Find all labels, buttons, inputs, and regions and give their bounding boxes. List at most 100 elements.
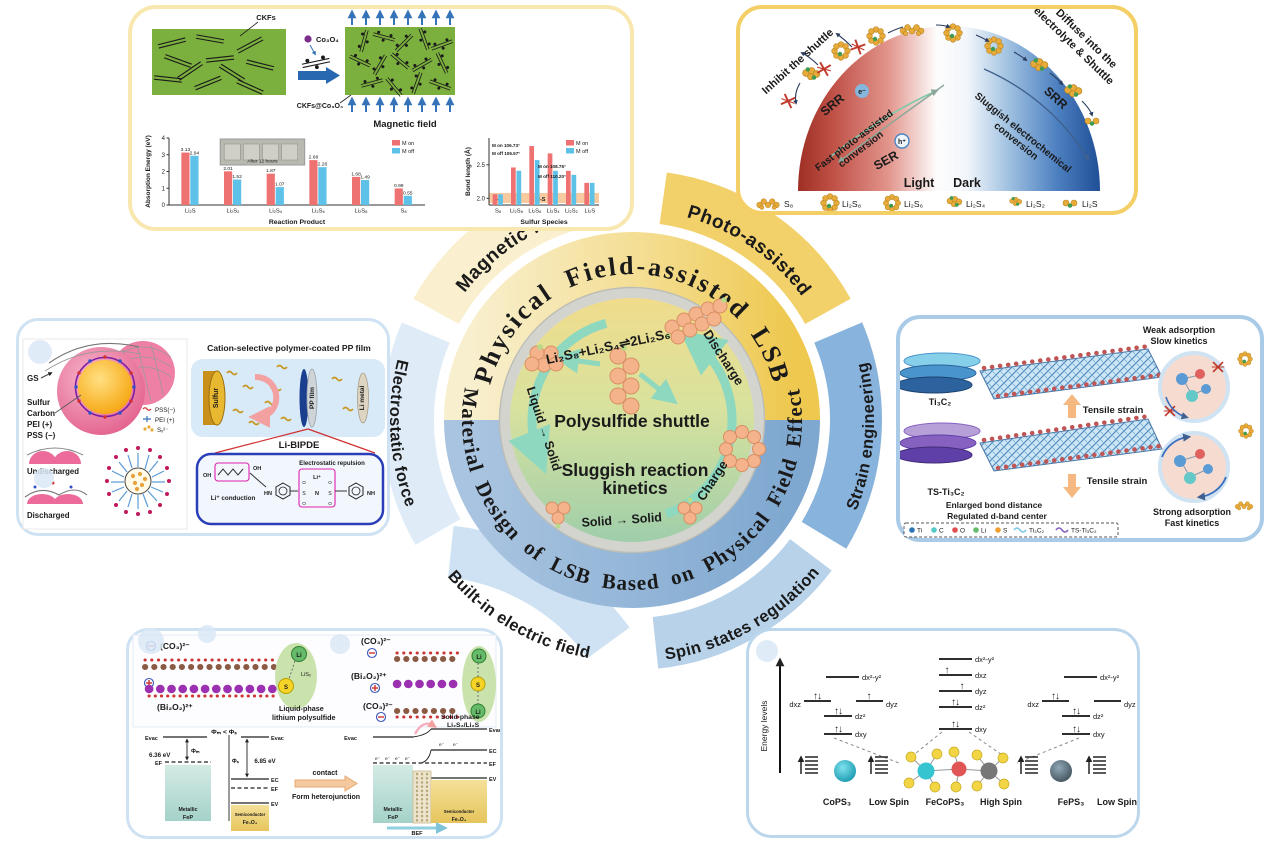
spin-diagram: Energy levels dx²-y² dxz dyz dz² dxy ↑↓ … [759, 655, 1137, 807]
feps3-electrons: ↑↓ ↑↓ ↑↓ [1051, 691, 1081, 735]
evac-label4: Evac [489, 728, 500, 734]
weak-adsorption-label: Weak adsorption [1143, 325, 1215, 335]
svg-text:After 12 hours: After 12 hours [247, 159, 278, 165]
svg-text:M off 106.57°: M off 106.57° [492, 151, 520, 156]
e-d1-dxy: ↑↓ [834, 724, 842, 735]
segment-electrostatic [382, 322, 461, 545]
magnetic-field-caption: Magnetic field [373, 119, 437, 130]
ckfs-co3o4-pointer [339, 94, 352, 104]
liquid-caption2: lithium polysulfide [272, 713, 336, 722]
o-atoms-row3 [981, 413, 1153, 443]
svg-text:Li₂S₄: Li₂S₄ [547, 209, 561, 215]
e5: e⁻ [439, 743, 445, 748]
nh-label: NH [367, 491, 375, 497]
contact-label: contact [313, 770, 339, 777]
svg-text:1.68: 1.68 [351, 171, 361, 177]
fe-sphere [1050, 760, 1072, 782]
label-pointer [54, 394, 82, 414]
semi-box1 [231, 805, 269, 831]
heterojunction-label: Form heterojunction [292, 794, 360, 801]
bond-length-chart: S-S Li-S 2.0 2.5 S₈ Li₂S₈ Li₂S₆ Li₂S₄ Li₂S₂ Li₂S M… [463, 138, 599, 226]
sulfur-label: Sulfur [27, 398, 50, 407]
light-label: Light [904, 176, 935, 190]
bef-panel: (CO₃)²⁻ (Bi₂O₂)²⁺ Li S LiSₓ Liquid-phase… [126, 628, 503, 839]
d3-dxy: dxy [1093, 730, 1105, 739]
zoom-line-left [214, 428, 309, 454]
undischarged-label: Undischarged [27, 467, 79, 476]
bef-label: BEF [412, 831, 424, 836]
legend-ti3c2: Ti₃C₂ [1029, 528, 1045, 535]
legend-o: O [960, 528, 965, 535]
decor-bubble [756, 640, 778, 662]
e-d1-dxz: ↑↓ [813, 691, 821, 702]
svg-text:4: 4 [162, 136, 166, 142]
svg-text:S₈: S₈ [401, 209, 408, 215]
segment-photo-assisted [659, 172, 851, 325]
d3-dyz: dyz [1124, 700, 1136, 709]
decor-bubble [28, 340, 52, 364]
svg-text:M off 110.20°: M off 110.20° [538, 174, 566, 179]
svg-text:S-S: S-S [493, 197, 502, 203]
d3-dx2y2: dx²-y² [1100, 673, 1120, 682]
e-d3-dxz: ↑↓ [1051, 691, 1059, 702]
electron-icon [855, 84, 869, 98]
high-spin-label: High Spin [980, 797, 1022, 807]
phi-m-label: Φₘ [191, 749, 200, 755]
inner-ring-top [444, 232, 820, 421]
svg-text:Li₂S₈: Li₂S₈ [510, 209, 524, 215]
d2-dyz: dyz [975, 687, 987, 696]
svg-text:2.5: 2.5 [477, 163, 486, 169]
fep-label1: FeP [183, 815, 194, 821]
fe3o4-label2: Fe₃O₄ [452, 817, 467, 823]
wf-s-label: 6.85 eV [254, 758, 276, 765]
svg-text:2.01: 2.01 [223, 166, 233, 172]
oh2-label: OH [253, 466, 261, 472]
hole-icon [894, 133, 910, 149]
species-legend: S₈ Li₂S₈ Li₂S₆ Li₂S₄ Li₂S₂ Li₂S [756, 193, 1098, 213]
o-atoms-row4 [995, 443, 1163, 471]
svg-text:0: 0 [162, 203, 166, 209]
ti3c2-sheets [895, 352, 981, 394]
magnetic-field-diagram: CKFs Co₃O₄ CKFs@Co₃O₄ Magnetic field [152, 9, 455, 130]
feps3-levels [1042, 676, 1121, 735]
tensile-arrow-down [1063, 474, 1081, 498]
o-bot-right: O [328, 501, 332, 506]
svg-text:Li₂S₂: Li₂S₂ [565, 209, 578, 215]
semi-box2 [431, 780, 487, 823]
light-dark-dome [798, 25, 1100, 192]
liquid-caption1: Liquid-phase [279, 704, 324, 713]
pei-label: PEI (+) [27, 420, 52, 429]
svg-text:0.55: 0.55 [403, 190, 413, 196]
co3o4-label: Co₃O₄ [316, 35, 339, 44]
strain-panel: Ti₃C₂ Weak adsorption Slow kinetics Tens… [895, 315, 1264, 542]
li-ion-label: Li⁺ [313, 474, 321, 481]
inner-ring-bottom [444, 419, 820, 608]
spin-ladder-2 [871, 757, 888, 774]
low-spin-label1: Low Spin [869, 797, 909, 807]
co3o4-arrow [309, 44, 316, 56]
svg-text:M off: M off [402, 149, 415, 155]
svg-text:Absorption Energy (eV): Absorption Energy (eV) [145, 135, 152, 208]
o-atoms-row1 [981, 343, 1153, 371]
svg-text:1.07: 1.07 [275, 182, 285, 188]
segment-strain-engineering [801, 322, 882, 549]
discharged-domes [24, 481, 88, 504]
o-atoms-row2 [995, 372, 1163, 399]
photo-assisted-panel: Inhibit the shuttle Diffuse into the ele… [736, 5, 1138, 215]
hn-label: HN [264, 491, 272, 497]
hole-label: h⁺ [898, 139, 906, 146]
segment-spin-states [652, 538, 832, 669]
legend-li2s6: Li₂S₆ [904, 199, 923, 209]
svg-text:2.68: 2.68 [309, 155, 319, 161]
oh1-label: OH [203, 473, 211, 479]
gs-arrow [40, 372, 53, 379]
tensile-strain-label1: Tensile strain [1083, 405, 1144, 416]
ckfs-label: CKFs [256, 13, 276, 22]
e-d1-dyz: ↑ [867, 691, 872, 702]
semi-label2: Semiconductor [444, 809, 475, 814]
legend-li2s2: Li₂S₂ [1026, 199, 1045, 209]
svg-text:Bond length (Å): Bond length (Å) [463, 147, 472, 196]
s-left: S [302, 491, 306, 497]
d1-dyz: dyz [886, 700, 898, 709]
